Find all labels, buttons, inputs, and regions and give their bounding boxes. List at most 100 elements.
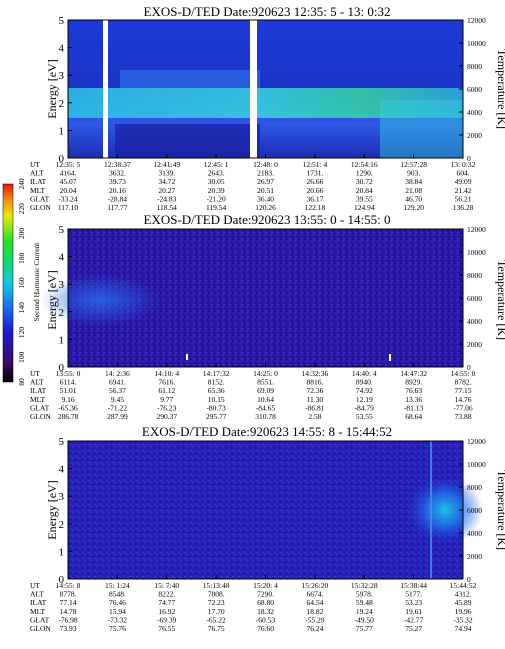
y2-tick-label: 4000 [467,529,482,538]
panel-2-heatmap [40,229,463,367]
panel-3-heatmap-bg [68,441,463,579]
ephem-cell: 4312. [455,590,472,599]
y-tick-label: 2 [59,519,65,531]
ephem-cell: 20.27 [158,186,175,195]
ephem-cell: 290.37 [156,412,177,421]
ephem-row-label: ILAT [30,598,47,607]
ephem-cell: -55.29 [305,615,325,624]
ephem-row-label: GLON [30,624,51,633]
ephem-cell: 6114. [60,378,77,387]
ephem-row-label: ALT [30,169,44,178]
panel-2-y2label: Temperature [K] [495,260,505,340]
ephem-row-label: MLT [30,186,46,195]
y2-tick-label: 0 [467,363,471,372]
panel-1-data-gap-2 [250,20,257,158]
ephem-cell: 38.84 [405,177,422,186]
ephem-cell: 8222. [158,590,175,599]
ephem-row-label: GLON [30,412,51,421]
y2-tick-label: 12000 [467,225,486,234]
ephem-cell: 14:40: 4 [352,369,377,378]
ephem-cell: 15:44:52 [450,581,477,590]
ephem-cell: 14.78 [60,607,77,616]
panel-3-ylabel: Energy [eV] [45,480,59,539]
y-tick-label: 2 [59,98,65,110]
ephem-cell: 117.10 [58,203,79,212]
colorbar-tick-label: 140 [17,302,26,314]
ephem-cell: 12:48: 0 [253,160,278,169]
panel-1-tail [380,100,463,158]
ephem-cell: 56.37 [109,386,126,395]
ephem-row-label: GLAT [30,615,50,624]
y2-tick-label: 12000 [467,16,486,25]
y-tick-label: 3 [59,491,65,503]
ephem-cell: 118.54 [157,203,178,212]
ephem-cell: 72.36 [306,386,323,395]
ephem-cell: -84.79 [355,403,375,412]
ephem-cell: -21.20 [206,194,226,203]
ephem-cell: 76.55 [158,624,175,633]
ephem-cell: 12:57:28 [400,160,427,169]
ephem-cell: 286.78 [58,412,79,421]
y-tick-label: 4 [59,464,65,476]
ephem-cell: 6674. [306,590,323,599]
ephem-cell: 17.70 [208,607,225,616]
ephem-cell: -60.53 [256,615,276,624]
ephem-cell: 119.54 [206,203,227,212]
ephem-cell: 76.63 [405,386,422,395]
ephem-cell: -65.36 [58,403,78,412]
ephem-cell: 75.76 [109,624,126,633]
y-tick-label: 5 [59,224,65,236]
ephem-cell: -80.73 [206,403,226,412]
ephem-cell: 2183. [257,169,274,178]
panel-1-band [68,88,463,118]
ephem-cell: 15:38:44 [400,581,427,590]
y2-tick-label: 2000 [467,131,482,140]
y-tick-label: 4 [59,43,65,55]
ephem-cell: 20.66 [306,186,323,195]
ephem-cell: -77.06 [453,403,473,412]
panel-1-heatmap [68,20,463,158]
ephem-cell: -73.32 [108,615,128,624]
ephem-cell: 8940. [356,378,373,387]
panel-1: EXOS-D/TED Date:920623 12:35: 5 - 13: 0:… [30,4,505,212]
colorbar-label: Second Harmonic Current [32,242,41,322]
y-tick-label: 1 [59,125,65,137]
panel-2-title: EXOS-D/TED Date:920623 13:55: 0 - 14:55:… [144,212,391,227]
ephem-cell: 30.05 [208,177,225,186]
ephem-row-label: UT [30,160,40,169]
ephem-cell: 69.09 [257,386,274,395]
ephem-cell: 74.92 [356,386,373,395]
ephem-cell: 73.88 [455,412,472,421]
ephem-cell: 15:26:20 [302,581,329,590]
colorbar-tick-label: 220 [17,203,26,215]
ephem-cell: 117.77 [107,203,128,212]
ephem-cell: 61.12 [158,386,175,395]
ephem-cell: 7808. [208,590,225,599]
ephem-row-label: GLON [30,203,51,212]
ephem-cell: -81.13 [404,403,424,412]
ephem-row-label: ILAT [30,386,47,395]
panel-1-data-gap-1 [103,20,108,158]
ephem-cell: 76.60 [257,624,274,633]
ephem-cell: 14:55: 0 [451,369,476,378]
ephem-cell: 39.73 [109,177,126,186]
ephem-cell: 129.20 [403,203,424,212]
ephem-cell: -24.83 [157,194,177,203]
y-tick-label: 0 [59,153,65,165]
ephem-cell: 12.19 [356,395,373,404]
ephem-cell: 7616. [158,378,175,387]
ephem-cell: 13:55: 0 [56,369,81,378]
ephem-cell: 4164. [60,169,77,178]
ephem-cell: -76.98 [58,615,78,624]
ephem-cell: 14.76 [455,395,472,404]
y-tick-label: 5 [59,436,65,448]
ephem-cell: -65.22 [206,615,226,624]
panel-2: EXOS-D/TED Date:920623 13:55: 0 - 14:55:… [30,212,505,421]
ephem-cell: 14:17:32 [203,369,230,378]
panel-1-title: EXOS-D/TED Date:920623 12:35: 5 - 13: 0:… [144,4,391,19]
ephem-cell: 8152. [208,378,225,387]
ephem-cell: 8548. [109,590,126,599]
ephem-cell: 15.94 [109,607,126,616]
